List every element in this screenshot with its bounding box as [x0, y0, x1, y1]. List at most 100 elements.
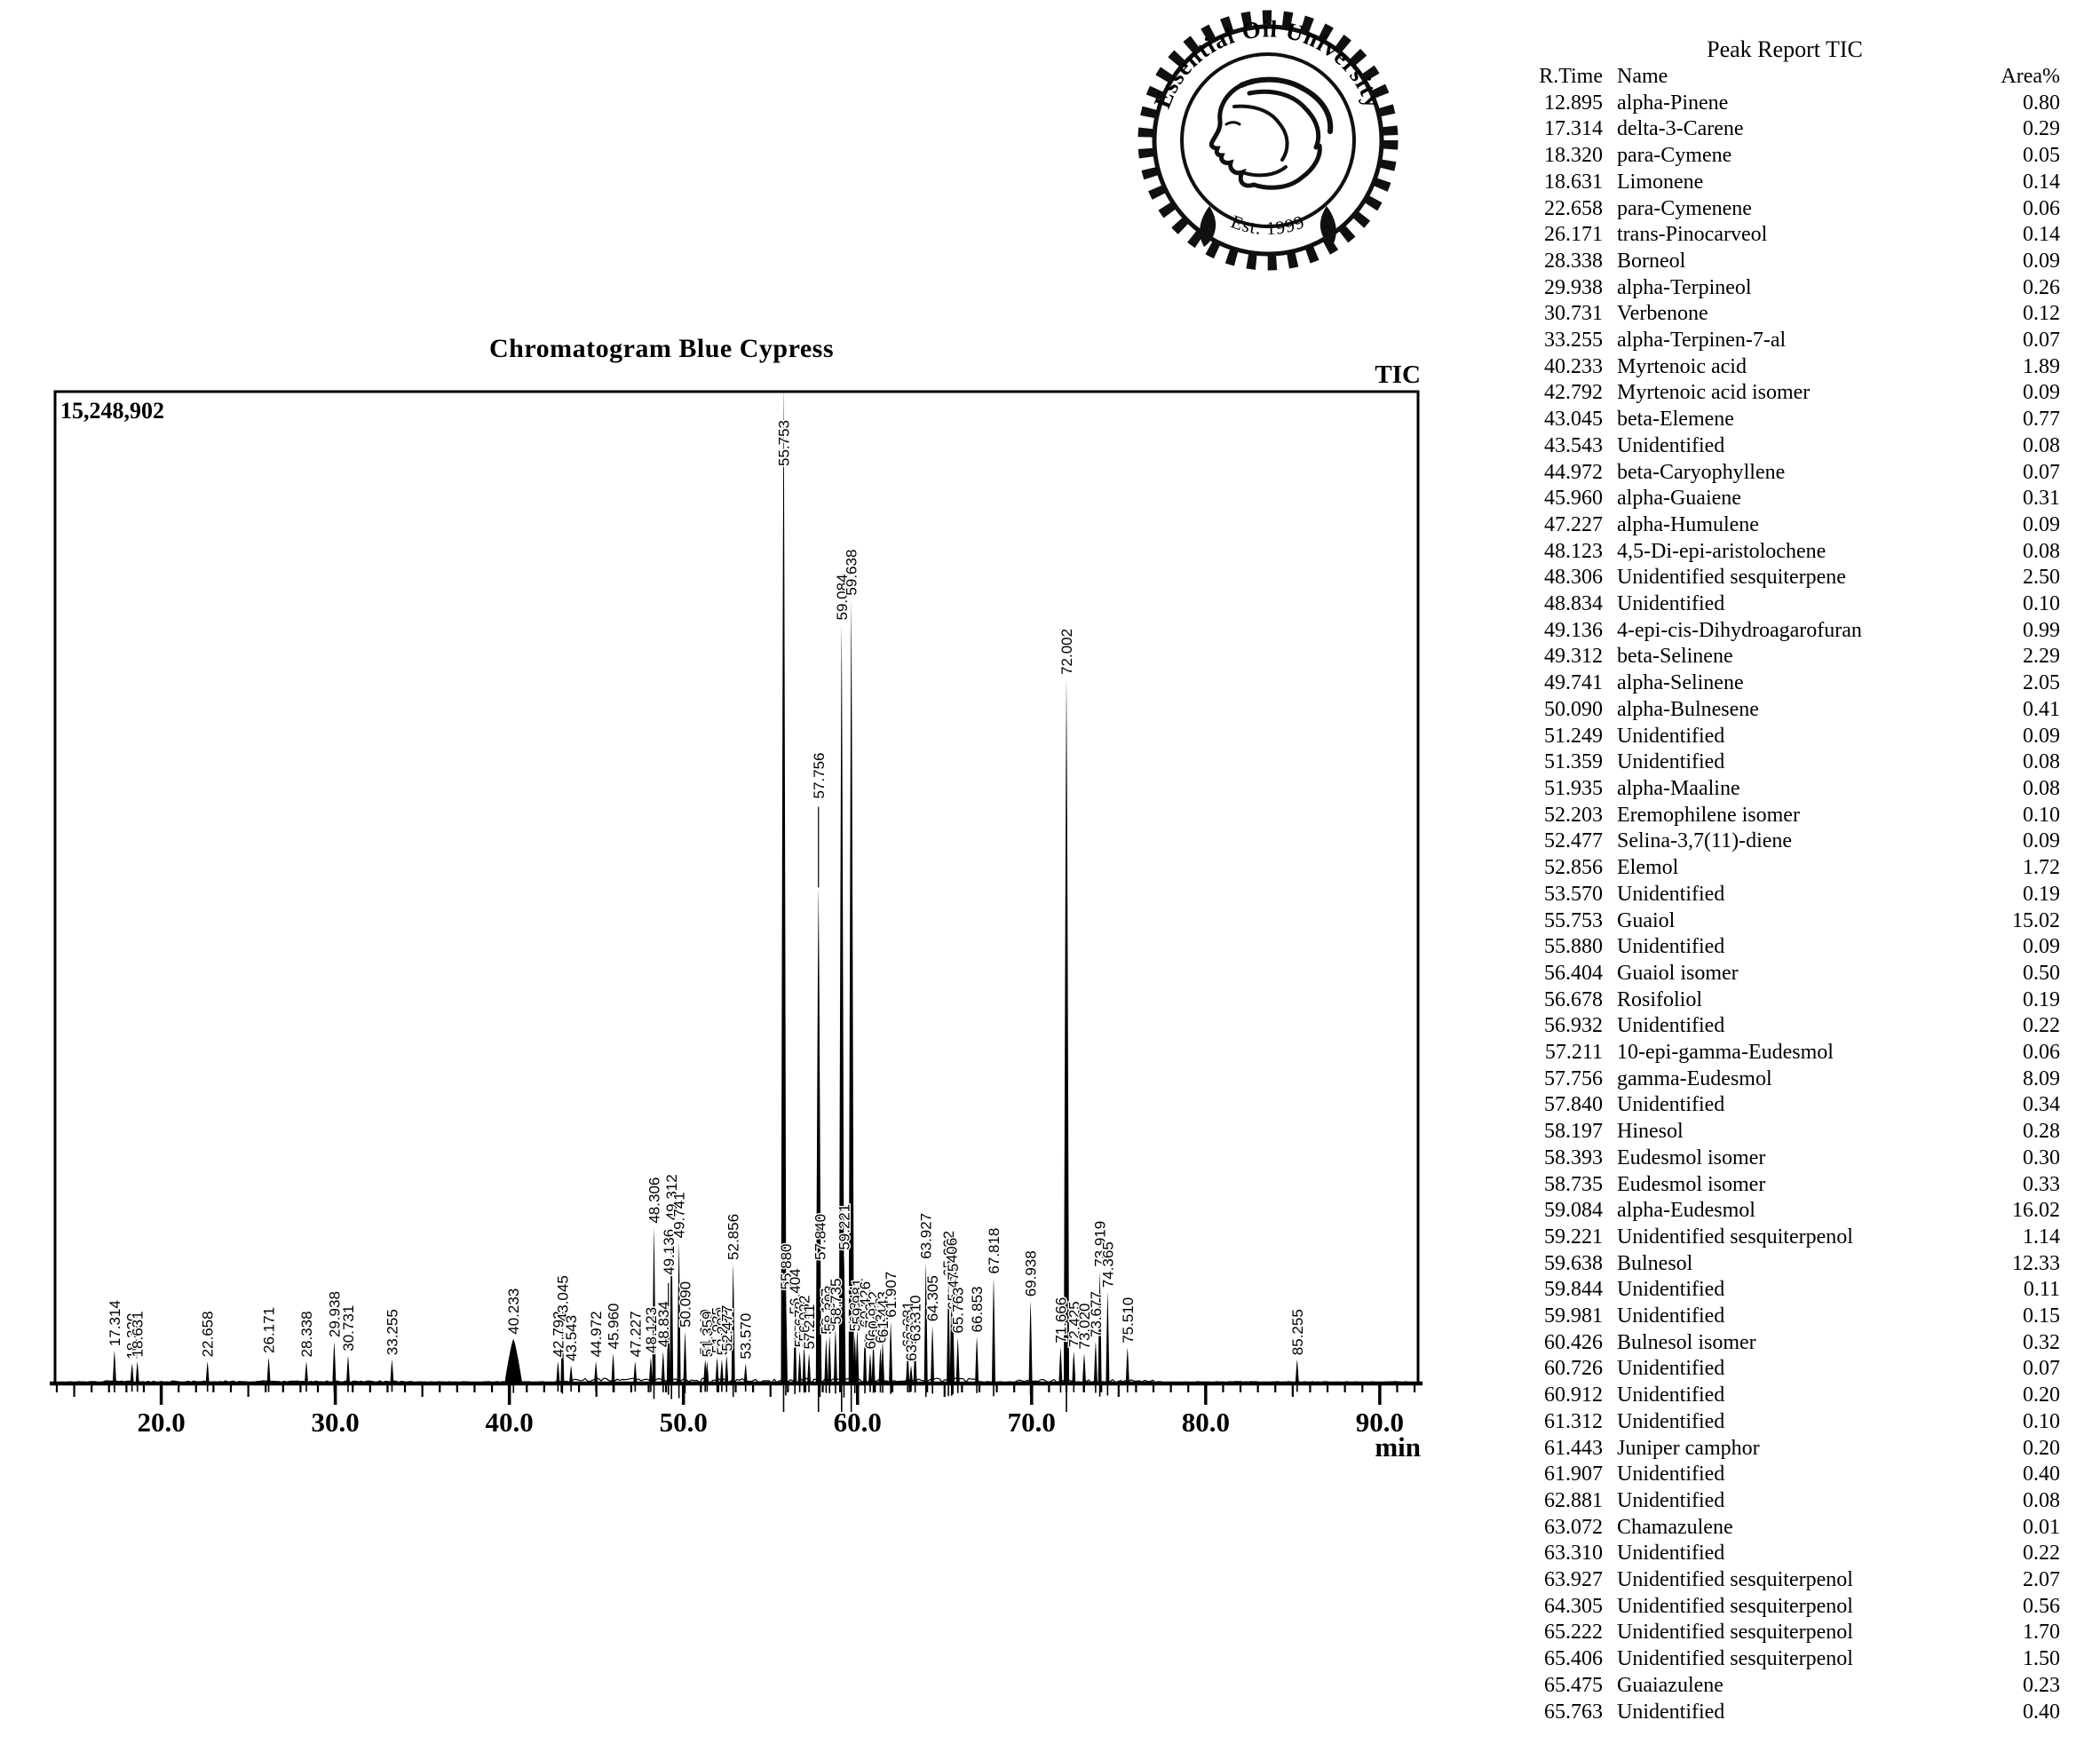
spacer — [1603, 1040, 1617, 1066]
spacer — [1603, 565, 1617, 591]
area-cell: 0.32 — [2023, 1330, 2060, 1354]
peak-report-row: 17.314 delta-3-Carene 0.29 — [1510, 116, 2060, 143]
area-cell: 0.31 — [2023, 487, 2060, 511]
peak-report-table: R.Time Name Area% 12.895 alpha-Pinene 0.80… — [1510, 64, 2060, 1725]
peak — [906, 1352, 910, 1383]
spacer — [1603, 618, 1617, 645]
peak — [556, 1361, 560, 1383]
peak — [889, 1321, 893, 1383]
peak — [1028, 1301, 1033, 1383]
peak-report-row: 65.763 Unidentified 0.40 — [1510, 1700, 2060, 1726]
area-cell: 1.50 — [2023, 1647, 2060, 1671]
peak — [205, 1361, 210, 1383]
logo-scalloped-edge — [1137, 10, 1399, 271]
spacer — [1603, 1436, 1617, 1463]
peak-label: 59.981 — [849, 1279, 866, 1325]
spacer — [1603, 961, 1617, 987]
rtime-cell: 47.227 — [1544, 512, 1603, 536]
name-cell: Unidentified — [1617, 882, 1725, 906]
spacer — [1603, 1277, 1617, 1304]
rtime-cell: 65.763 — [1544, 1700, 1603, 1724]
area-cell: 0.30 — [2023, 1146, 2060, 1169]
rtime-cell: 48.123 — [1544, 539, 1603, 563]
peak — [793, 1319, 797, 1383]
peak-report-row: 61.312 Unidentified 0.10 — [1510, 1409, 2060, 1436]
spacer — [1603, 803, 1617, 829]
peak — [848, 599, 854, 1383]
area-cell: 0.20 — [2023, 1436, 2060, 1460]
spacer — [1603, 91, 1617, 117]
name-cell: Unidentified — [1617, 750, 1725, 774]
peak-label: 53.570 — [738, 1313, 755, 1360]
spacer — [1603, 1251, 1617, 1278]
peak-label: 74.365 — [1099, 1241, 1116, 1288]
area-cell: 0.06 — [2023, 196, 2060, 220]
peak — [130, 1363, 134, 1383]
rtime-cell: 57.756 — [1544, 1066, 1603, 1090]
peak — [1098, 1271, 1102, 1383]
name-cell: gamma-Eudesmol — [1617, 1066, 1772, 1090]
name-cell: 4,5-Di-epi-aristolochene — [1617, 539, 1827, 563]
name-cell: Unidentified sesquiterpenol — [1617, 1647, 1853, 1671]
rtime-cell: 61.312 — [1544, 1409, 1603, 1433]
rtime-cell: 22.658 — [1544, 196, 1603, 220]
peak-label: 55.753 — [775, 420, 792, 466]
x-axis-unit-label: min — [1375, 1431, 1421, 1463]
rtime-cell: 53.570 — [1544, 882, 1603, 906]
spacer — [1603, 328, 1617, 354]
rtime-cell: 48.306 — [1544, 566, 1603, 590]
area-cell: 0.07 — [2023, 1357, 2060, 1381]
rtime-cell: 60.426 — [1544, 1330, 1603, 1354]
peak-report-row: 51.359 Unidentified 0.08 — [1510, 749, 2060, 776]
peak-report-row: 22.658 para-Cymenene 0.06 — [1510, 196, 2060, 223]
peak — [923, 1263, 928, 1383]
name-cell: Unidentified — [1617, 1357, 1725, 1381]
peak-label: 73.020 — [1076, 1303, 1093, 1349]
name-cell: delta-3-Carene — [1617, 117, 1744, 141]
area-column-header: Area% — [2001, 65, 2060, 88]
peak-report-row: 18.631 Limonene 0.14 — [1510, 170, 2060, 196]
peak-label: 49.136 — [661, 1229, 678, 1275]
spacer — [1603, 1620, 1617, 1646]
peak-report-row: 48.123 4,5-Di-epi-aristolochene 0.08 — [1510, 539, 2060, 566]
area-cell: 12.33 — [2012, 1251, 2060, 1275]
spacer — [1603, 539, 1617, 566]
peak-label: 60.912 — [866, 1291, 883, 1337]
rtime-cell: 18.320 — [1544, 144, 1603, 168]
peak-label: 47.227 — [627, 1311, 644, 1357]
peak-report-row: 52.477 Selina-3,7(11)-diene 0.09 — [1510, 828, 2060, 855]
area-cell: 0.09 — [2023, 829, 2060, 853]
peak-report-row: 55.880 Unidentified 0.09 — [1510, 934, 2060, 961]
spacer — [1603, 301, 1617, 328]
peak-label: 59.844 — [847, 1285, 864, 1331]
peak-report-row: 65.406 Unidentified sesquiterpenol 1.50 — [1510, 1646, 2060, 1673]
logo-badge: Essential Oil University Est. 1999 — [1137, 10, 1399, 271]
area-cell: 0.08 — [2023, 776, 2060, 800]
area-cell: 0.09 — [2023, 381, 2060, 405]
area-cell: 0.19 — [2023, 987, 2060, 1011]
peak-label: 52.856 — [725, 1214, 742, 1260]
rtime-cell: 60.912 — [1544, 1383, 1603, 1407]
area-cell: 0.01 — [2023, 1515, 2060, 1539]
x-tick-label: 40.0 — [486, 1407, 534, 1438]
peak-label: 18.320 — [124, 1313, 141, 1360]
peak — [332, 1342, 337, 1383]
area-cell: 0.22 — [2023, 1014, 2060, 1038]
name-cell: Unidentified — [1617, 1304, 1725, 1328]
area-cell: 0.22 — [2023, 1542, 2060, 1566]
peak-label: 58.393 — [821, 1285, 838, 1331]
area-cell: 0.08 — [2023, 750, 2060, 774]
peak-report-row: 58.393 Eudesmol isomer 0.30 — [1510, 1146, 2060, 1172]
spacer — [1603, 380, 1617, 407]
rtime-cell: 55.753 — [1544, 908, 1603, 932]
peak-label: 56.932 — [796, 1296, 813, 1342]
name-cell: alpha-Terpineol — [1617, 275, 1752, 299]
spacer — [1603, 196, 1617, 223]
spacer — [1603, 1409, 1617, 1436]
name-cell: Unidentified — [1617, 433, 1725, 457]
rtime-cell: 59.221 — [1544, 1225, 1603, 1249]
area-cell: 0.12 — [2023, 302, 2060, 326]
peak — [1105, 1292, 1110, 1383]
spacer — [1603, 1198, 1617, 1225]
rtime-cell: 59.084 — [1544, 1199, 1603, 1223]
